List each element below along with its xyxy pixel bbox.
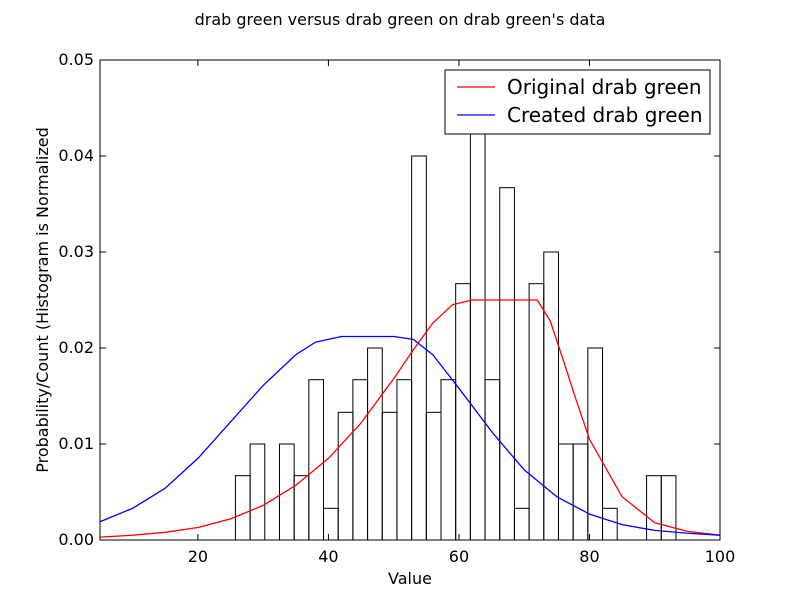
chart-title: drab green versus drab green on drab gre… xyxy=(195,10,606,29)
plot-frame xyxy=(99,59,721,541)
histogram-bar xyxy=(602,507,618,541)
legend-label-created: Created drab green xyxy=(507,103,703,127)
histogram-bar xyxy=(528,283,545,541)
histogram-bar xyxy=(308,379,325,541)
histogram-bar xyxy=(249,443,266,541)
legend: Original drab green Created drab green xyxy=(444,69,711,135)
y-axis-ticks: 0.00 0.01 0.02 0.03 0.04 0.05 xyxy=(58,50,720,549)
y-axis-label: Probability/Count (Histogram is Normaliz… xyxy=(33,127,52,473)
histogram-bar xyxy=(455,283,471,541)
y-tick-label: 0.01 xyxy=(58,434,94,453)
histogram-bar xyxy=(396,379,413,541)
y-tick-label: 0.03 xyxy=(58,242,94,261)
x-tick-label: 20 xyxy=(188,547,208,566)
series-line-original xyxy=(99,299,721,538)
histogram-bar xyxy=(381,411,398,541)
histogram-bar xyxy=(337,411,354,541)
x-tick-label: 80 xyxy=(579,547,599,566)
histogram-bar xyxy=(557,443,574,541)
y-tick-label: 0.00 xyxy=(58,530,94,549)
histogram-bars xyxy=(234,123,677,541)
histogram-bar xyxy=(323,507,339,541)
y-tick-label: 0.02 xyxy=(58,338,94,357)
x-axis-ticks: 20 40 60 80 100 xyxy=(188,60,736,566)
histogram-bar xyxy=(234,475,251,541)
x-tick-label: 60 xyxy=(449,547,469,566)
histogram-bar xyxy=(587,347,604,541)
histogram-bar xyxy=(352,379,369,541)
series-line-created xyxy=(99,335,721,536)
histogram-bar xyxy=(572,443,589,541)
x-tick-label: 100 xyxy=(705,547,736,566)
legend-box xyxy=(444,69,711,135)
series-lines xyxy=(99,299,721,538)
y-tick-label: 0.05 xyxy=(58,50,94,69)
histogram-bar xyxy=(484,379,501,541)
histogram-bar xyxy=(440,379,457,541)
y-tick-label: 0.04 xyxy=(58,146,94,165)
x-tick-label: 40 xyxy=(318,547,338,566)
histogram-bar xyxy=(278,443,295,541)
histogram-bar xyxy=(660,475,677,541)
histogram-bar xyxy=(513,507,530,541)
histogram-bar xyxy=(499,187,515,541)
legend-label-original: Original drab green xyxy=(507,75,702,99)
x-axis-label: Value xyxy=(388,569,432,588)
histogram-bar xyxy=(425,411,442,541)
histogram-bar xyxy=(367,347,383,541)
histogram-bar xyxy=(469,123,486,541)
